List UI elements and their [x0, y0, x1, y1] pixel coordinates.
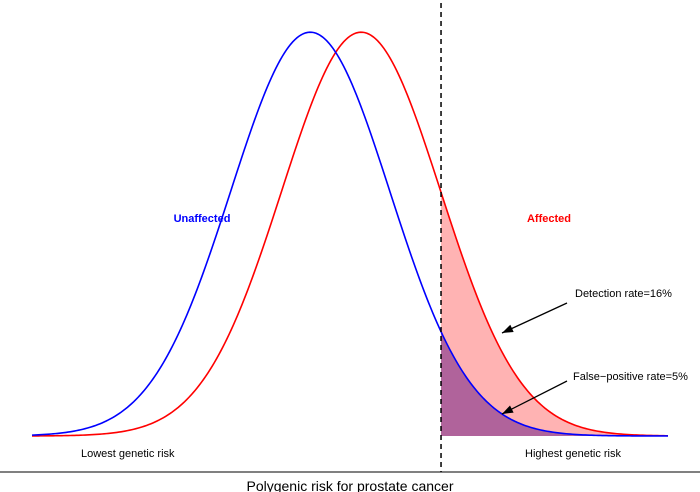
lowest-risk-label: Lowest genetic risk: [81, 448, 175, 460]
false-positive-rate-arrow: [501, 380, 568, 415]
affected-curve: [31, 31, 669, 437]
detection-rate-arrow: [501, 302, 568, 334]
unaffected-curve: [31, 31, 668, 437]
false-positive-rate-area: [441, 331, 668, 436]
affected-series-label: Affected: [527, 213, 571, 225]
highest-risk-label: Highest genetic risk: [525, 448, 621, 460]
unaffected-series-label: Unaffected: [174, 213, 231, 225]
false-positive-rate-label: False−positive rate=5%: [573, 371, 688, 383]
annotation-arrows: [501, 302, 568, 415]
detection-rate-area: [441, 192, 668, 436]
x-axis-title: Polygenic risk for prostate cancer: [247, 478, 454, 492]
density-curves: [31, 31, 669, 437]
series-labels: Unaffected Affected: [174, 213, 571, 225]
shaded-regions: [441, 192, 668, 436]
detection-rate-label: Detection rate=16%: [575, 288, 672, 300]
